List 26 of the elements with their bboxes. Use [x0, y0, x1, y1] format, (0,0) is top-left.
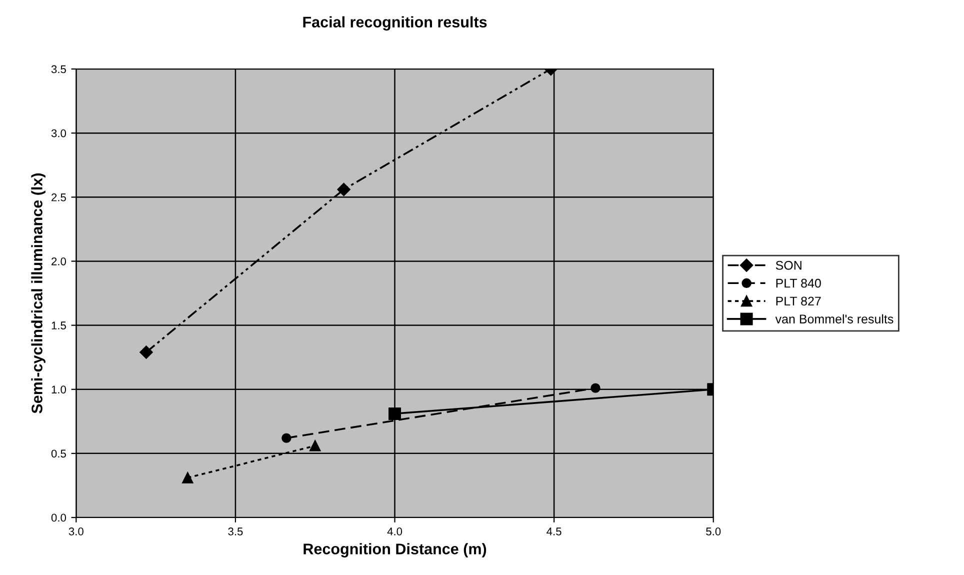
point — [337, 182, 350, 196]
x-tick-label: 4.0 — [387, 528, 402, 536]
point — [140, 346, 153, 359]
point — [590, 383, 600, 393]
y-axis-title: Semi-cyclindrical illuminance (lx) — [31, 173, 46, 414]
y-tick-label: 3.5 — [51, 65, 66, 74]
y-tick-label: 0.0 — [51, 514, 66, 522]
legend-label: PLT 840 — [776, 278, 821, 288]
x-tick-label: 4.5 — [546, 528, 562, 536]
point — [282, 433, 292, 443]
chart-title: Facial recognition results — [303, 16, 487, 31]
x-axis-title: Recognition Distance (m) — [304, 543, 486, 558]
y-tick-label: 1.0 — [52, 386, 66, 394]
x-tick-label: 3.5 — [228, 528, 243, 536]
y-tick-label: 0.5 — [51, 450, 66, 458]
y-tick-label: 2.5 — [52, 193, 66, 202]
point — [182, 472, 194, 484]
x-tick-label: 5.0 — [706, 528, 721, 536]
legend-label: van Bommel's results — [775, 314, 894, 324]
y-tick-label: 3.0 — [51, 129, 66, 138]
y-tick-label: 2.0 — [52, 257, 66, 266]
legend-label: SON — [776, 260, 802, 270]
legend-label: PLT 827 — [776, 296, 821, 306]
x-tick-label: 3.0 — [68, 528, 84, 536]
point — [310, 440, 321, 452]
y-tick-label: 1.5 — [52, 322, 66, 330]
